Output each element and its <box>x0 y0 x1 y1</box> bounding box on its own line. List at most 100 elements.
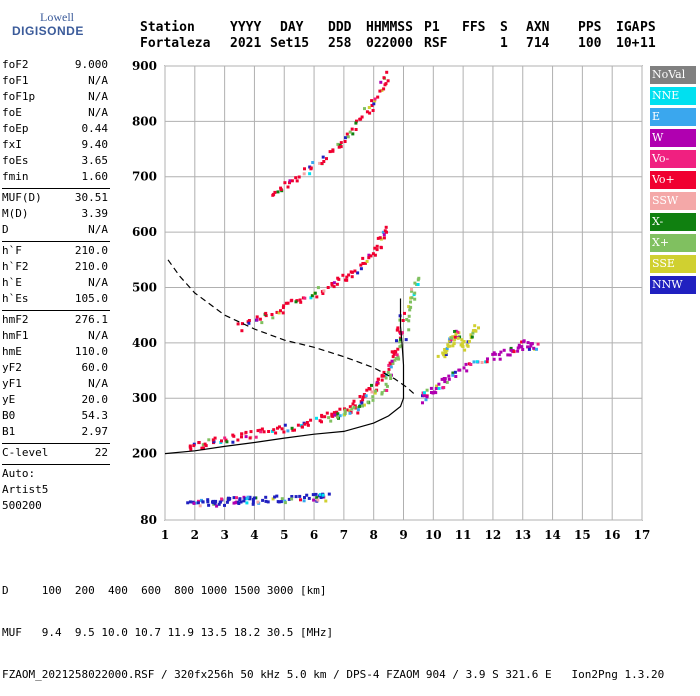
trace-point <box>376 236 380 240</box>
logo-line1: Lowell <box>40 10 74 24</box>
trace-point <box>384 82 388 86</box>
trace-point <box>536 342 540 346</box>
trace-point <box>445 380 449 384</box>
trace-point <box>506 353 510 357</box>
trace-point <box>245 501 249 505</box>
trace-point <box>345 275 349 279</box>
trace-point <box>327 416 331 420</box>
trace-point <box>359 263 363 267</box>
trace-point <box>382 370 386 374</box>
trace-point <box>346 135 350 139</box>
trace-point <box>384 382 388 386</box>
trace-point <box>380 88 384 92</box>
legend-item-nnw: NNW <box>650 276 696 294</box>
param-separator <box>2 188 110 189</box>
trace-point <box>473 324 477 328</box>
trace-point <box>370 104 374 107</box>
trace-point <box>270 313 274 316</box>
trace-point <box>359 267 363 271</box>
legend-item-e: E <box>650 108 696 126</box>
trace-point <box>323 415 327 419</box>
param-key: B0 <box>2 409 16 422</box>
header-label-11: PS <box>640 20 656 35</box>
trace-point <box>331 414 335 418</box>
trace-point <box>218 500 222 504</box>
trace-point <box>363 261 367 265</box>
trace-point <box>390 359 394 363</box>
trace-point <box>279 309 282 313</box>
trace-point <box>305 493 309 497</box>
trace-point <box>471 331 475 335</box>
trace-point <box>435 384 439 388</box>
trace-point <box>520 340 524 344</box>
param-row-hmf1: hmF1 N/A <box>2 329 110 345</box>
param-value: N/A <box>88 329 108 342</box>
trace-point <box>248 497 252 501</box>
trace-point <box>443 355 447 359</box>
header-value-8: 100 <box>578 36 602 51</box>
trace-point <box>375 383 379 387</box>
trace-point <box>299 498 302 502</box>
y-tick-label-700: 700 <box>132 170 157 184</box>
trace-point <box>454 332 458 336</box>
trace-point <box>361 395 365 399</box>
trace-point <box>449 338 453 342</box>
trace-point <box>388 361 392 365</box>
trace-point <box>274 431 278 435</box>
trace-point <box>316 498 320 502</box>
trace-point <box>291 428 295 432</box>
trace-point <box>359 117 363 121</box>
trace-point <box>356 408 360 412</box>
header-value-2: Set15 <box>270 36 310 51</box>
x-tick-label-15: 15 <box>574 528 591 542</box>
param-row-b0: B0 54.3 <box>2 409 110 425</box>
trace-point <box>305 421 309 424</box>
param-key: fmin <box>2 170 29 183</box>
trace-point <box>321 292 325 295</box>
param-row-fof1p: foF1p N/A <box>2 90 110 106</box>
trace-point <box>384 376 388 380</box>
trace-point <box>361 256 365 260</box>
trace-point <box>284 301 288 305</box>
trace-point <box>294 495 298 499</box>
trace-point <box>409 305 413 309</box>
trace-point <box>398 340 402 344</box>
trace-point <box>328 150 332 154</box>
trace-point <box>389 377 393 380</box>
trace-point <box>256 429 260 433</box>
header-value-3: 258 <box>328 36 352 51</box>
trace-point <box>310 294 314 298</box>
trace-point <box>447 374 451 378</box>
param-row-fof1: foF1 N/A <box>2 74 110 90</box>
param-key: foF1p <box>2 90 36 103</box>
trace-point <box>311 493 315 497</box>
trace-point <box>290 298 294 302</box>
trace-point <box>491 352 495 356</box>
legend-item-x-: X+ <box>650 234 696 252</box>
trace-point <box>532 346 536 350</box>
trace-point <box>458 368 462 372</box>
trace-point <box>469 333 473 337</box>
trace-point <box>440 377 444 381</box>
trace-point <box>535 347 538 351</box>
trace-point <box>232 501 236 505</box>
trace-point <box>356 411 360 415</box>
trace-point <box>192 501 196 505</box>
auto-info-1: Artist5 <box>2 483 49 496</box>
trace-point <box>437 386 441 390</box>
trace-point <box>375 248 379 252</box>
trace-point <box>294 300 298 304</box>
trace-point <box>424 398 428 402</box>
trace-point <box>316 286 320 290</box>
trace-point <box>288 179 292 183</box>
header-label-2: DAY <box>280 20 304 35</box>
trace-point <box>275 310 279 314</box>
param-separator <box>2 464 110 465</box>
trace-point <box>273 495 277 499</box>
x-tick-label-10: 10 <box>425 528 442 542</box>
y-tick-label-500: 500 <box>132 280 157 294</box>
trace-point <box>417 276 421 280</box>
param-value: 22 <box>94 446 108 459</box>
trace-point <box>192 444 196 448</box>
trace-point <box>220 439 223 443</box>
